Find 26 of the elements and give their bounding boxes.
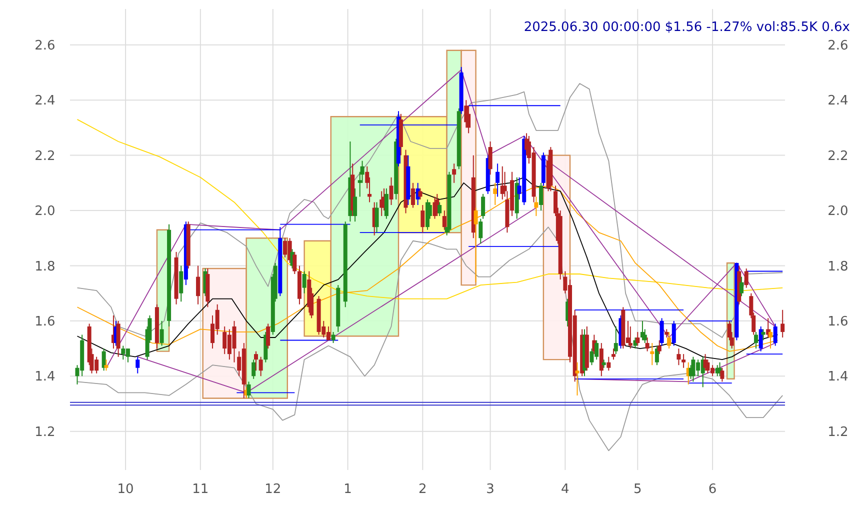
- y2-tick-label: 1.4: [828, 370, 848, 385]
- y-tick-label: 1.8: [34, 259, 56, 274]
- y-tick-label: 1.2: [34, 424, 56, 440]
- y2-tick-label: 2.6: [828, 38, 848, 54]
- y-tick-label: 2.2: [34, 148, 56, 164]
- x-tick-label: 2: [418, 482, 427, 497]
- x-tick-label: 5: [634, 482, 642, 497]
- x-tick-label: 12: [264, 482, 282, 497]
- y-tick-label: 2.0: [34, 204, 56, 220]
- y2-tick-label: 1.6: [828, 314, 848, 330]
- text: 2025.06.30 00:00:00 $1.56 -1.27% vol:85.5K 0.6x: [524, 20, 850, 35]
- y2-tick-label: 1.2: [828, 424, 848, 440]
- y-tick-label: 2.4: [34, 94, 56, 109]
- y2-tick-label: 2.2: [828, 148, 848, 164]
- x-tick-label: 3: [486, 482, 494, 497]
- y2-tick-label: 2.4: [828, 94, 848, 109]
- x-tick-label: 4: [561, 482, 570, 497]
- x-tick-label: 10: [117, 482, 134, 497]
- y2-tick-label: 2.0: [828, 204, 848, 220]
- x-tick-label: 6: [708, 482, 717, 497]
- y-tick-label: 1.4: [34, 370, 56, 385]
- y2-tick-label: 1.8: [828, 259, 848, 274]
- y-tick-label: 2.6: [34, 38, 56, 54]
- x-tick-label: 1: [344, 482, 352, 497]
- x-tick-label: 11: [192, 482, 209, 497]
- y-tick-label: 1.6: [34, 314, 56, 330]
